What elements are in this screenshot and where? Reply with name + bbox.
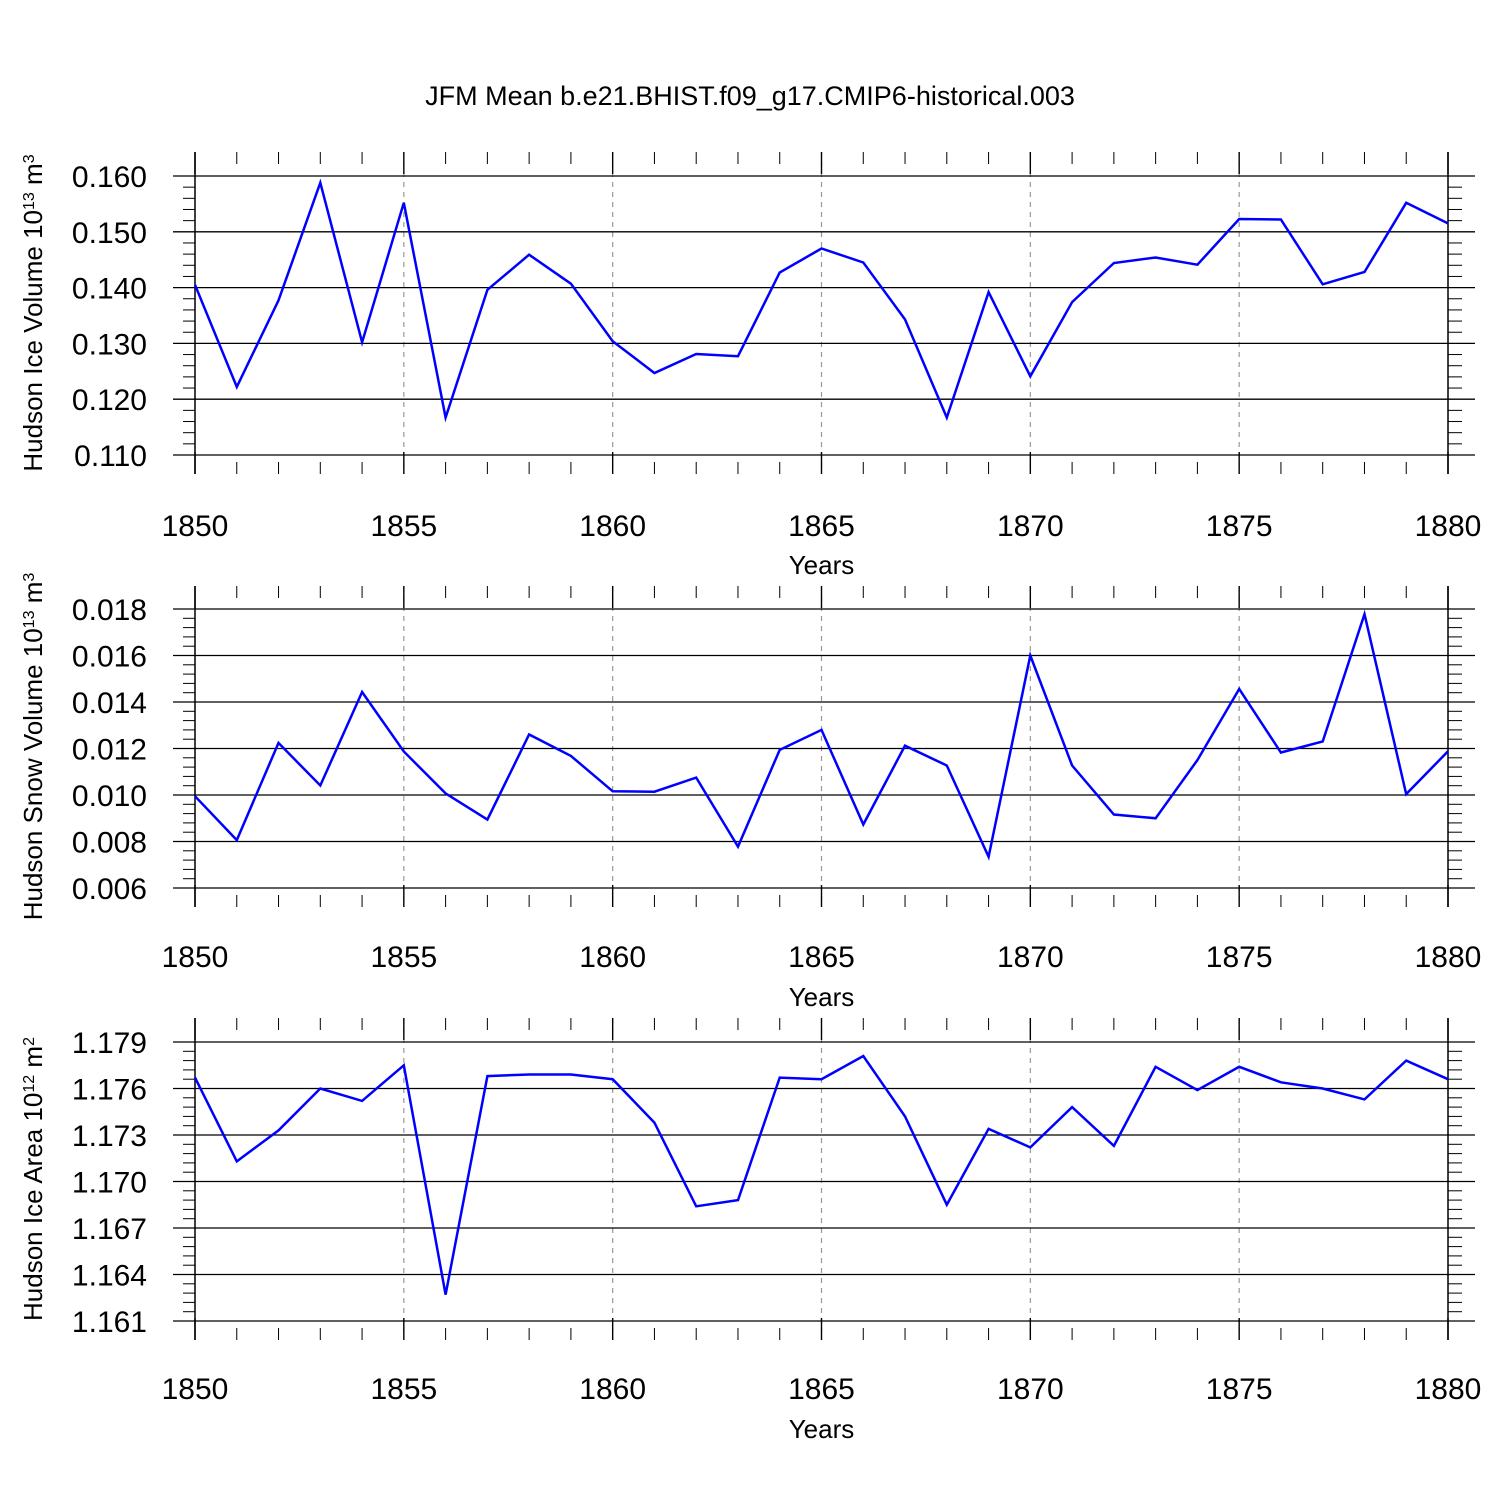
y-tick-label: 0.150: [72, 217, 147, 250]
y-tick-label: 1.173: [72, 1120, 147, 1153]
y-tick-label: 1.161: [72, 1306, 147, 1339]
x-tick-label: 1865: [788, 510, 855, 543]
x-axis-label: Years: [789, 982, 855, 1012]
y-tick-label: 1.170: [72, 1167, 147, 1200]
y-axis-label: Hudson Ice Area 1012 m2: [18, 1037, 48, 1321]
x-tick-label: 1865: [788, 1373, 855, 1406]
panel-1: 0.110 0.120 0.130 0.140 0.150 0.160 1850 1855 18…: [18, 152, 1481, 580]
x-tick-label: 1860: [579, 510, 646, 543]
y-tick-label: 0.006: [72, 873, 147, 906]
y-tick-label: 1.164: [72, 1260, 147, 1293]
x-tick-label: 1870: [997, 1373, 1064, 1406]
y-tick-label: 0.008: [72, 827, 147, 860]
x-tick-label: 1850: [162, 941, 229, 974]
x-tick-label: 1860: [579, 941, 646, 974]
x-tick-label: 1880: [1415, 1373, 1482, 1406]
y-axis-label: Hudson Snow Volume 1013 m3: [18, 573, 48, 921]
y-tick-label: 0.018: [72, 594, 147, 627]
x-tick-label: 1875: [1206, 941, 1273, 974]
y-tick-label: 0.110: [74, 440, 147, 473]
y-tick-label: 1.176: [72, 1074, 147, 1107]
y-tick-label: 1.167: [72, 1213, 147, 1246]
x-tick-label: 1860: [579, 1373, 646, 1406]
x-tick-label: 1850: [162, 510, 229, 543]
panel-2: 0.006 0.008 0.010 0.012 0.014 0.016 0.018 1850 1…: [18, 573, 1481, 1012]
x-tick-label: 1870: [997, 510, 1064, 543]
x-tick-label: 1850: [162, 1373, 229, 1406]
panel-3: 1.161 1.164 1.167 1.170 1.173 1.176 1.179 1850 1…: [18, 1018, 1481, 1444]
series-line: [193, 178, 1449, 423]
y-tick-label: 0.130: [72, 328, 147, 361]
y-tick-label: 0.012: [72, 734, 147, 767]
x-tick-label: 1855: [370, 510, 437, 543]
x-tick-label: 1875: [1206, 510, 1273, 543]
series-line: [194, 609, 1449, 861]
x-tick-label: 1855: [370, 941, 437, 974]
figure-title: JFM Mean b.e21.BHIST.f09_g17.CMIP6-histo…: [425, 81, 1075, 111]
y-axis-label: Hudson Ice Volume 1013 m3: [18, 154, 48, 471]
y-tick-label: 0.120: [72, 384, 147, 417]
x-tick-label: 1875: [1206, 1373, 1273, 1406]
x-tick-label: 1880: [1415, 510, 1482, 543]
y-tick-label: 1.179: [72, 1027, 147, 1060]
x-axis-label: Years: [789, 550, 855, 580]
x-tick-label: 1870: [997, 941, 1064, 974]
x-tick-label: 1865: [788, 941, 855, 974]
y-tick-label: 0.160: [72, 161, 147, 194]
x-axis-label: Years: [789, 1414, 855, 1444]
y-tick-label: 0.140: [72, 273, 147, 306]
y-tick-label: 0.010: [72, 780, 147, 813]
x-tick-label: 1855: [370, 1373, 437, 1406]
y-tick-label: 0.014: [72, 687, 147, 720]
series-line: [193, 1054, 1449, 1295]
y-tick-label: 0.016: [72, 641, 147, 674]
x-tick-label: 1880: [1415, 941, 1482, 974]
